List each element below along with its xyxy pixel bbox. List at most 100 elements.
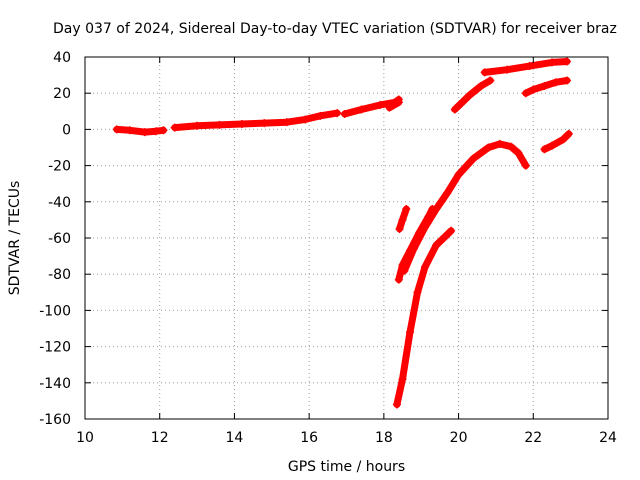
- data-point: [503, 65, 512, 74]
- data-point: [260, 119, 269, 128]
- data-point: [376, 100, 385, 109]
- data-point: [450, 105, 459, 114]
- y-tick-label: -80: [48, 267, 71, 283]
- data-point: [547, 141, 556, 150]
- data-point: [316, 111, 325, 120]
- data-point: [125, 126, 134, 135]
- data-series-8: [450, 76, 495, 114]
- data-point: [392, 400, 401, 409]
- y-tick-label: 0: [62, 122, 71, 138]
- data-series-1: [170, 109, 342, 132]
- x-tick-label: 24: [599, 430, 617, 446]
- series-band: [451, 77, 494, 113]
- grid-lines: [85, 57, 608, 419]
- data-point: [112, 125, 121, 134]
- data-point: [443, 188, 452, 197]
- x-tick-label: 22: [524, 430, 542, 446]
- data-point: [525, 62, 534, 71]
- data-point: [420, 223, 429, 232]
- data-point: [547, 58, 556, 67]
- x-tick-label: 16: [300, 430, 318, 446]
- y-tick-label: -60: [48, 231, 71, 247]
- data-point: [529, 85, 538, 94]
- data-point: [420, 262, 429, 271]
- data-point: [559, 135, 568, 144]
- y-tick-label: 20: [53, 86, 71, 102]
- data-point: [562, 76, 571, 85]
- data-point: [413, 288, 422, 297]
- x-tick-label: 14: [226, 430, 244, 446]
- series-band: [522, 77, 571, 97]
- data-point: [480, 68, 489, 77]
- data-point: [394, 98, 403, 107]
- data-point: [447, 226, 456, 235]
- data-point: [521, 89, 530, 98]
- data-point: [237, 119, 246, 128]
- y-axis-label: SDTVAR / TECUs: [7, 181, 23, 296]
- data-point: [406, 328, 415, 337]
- data-point: [564, 129, 573, 138]
- y-tick-label: -20: [48, 159, 71, 175]
- data-point: [398, 215, 407, 224]
- data-point: [357, 105, 366, 114]
- data-point: [170, 123, 179, 132]
- data-point: [465, 91, 474, 100]
- data-point: [514, 148, 523, 157]
- data-point: [398, 375, 407, 384]
- data-point: [476, 81, 485, 90]
- x-tick-label: 20: [450, 430, 468, 446]
- data-point: [432, 241, 441, 250]
- y-tick-label: -40: [48, 195, 71, 211]
- y-tick-label: 40: [53, 50, 71, 66]
- data-point: [432, 205, 441, 214]
- data-point: [495, 139, 504, 148]
- data-point: [394, 275, 403, 284]
- data-point: [486, 76, 495, 85]
- data-point: [484, 143, 493, 152]
- data-series-3: [385, 98, 403, 112]
- data-point: [506, 142, 515, 151]
- x-tick-label: 12: [151, 430, 169, 446]
- data-series-10: [521, 76, 571, 98]
- series-band: [541, 130, 573, 153]
- y-tick-label: -120: [39, 340, 71, 356]
- data-point: [333, 109, 342, 118]
- data-point: [340, 110, 349, 119]
- axis-ticks: 10 12 14 16 18 20 22 24 40 20 0 -20 -40 -60 -80 -100 -12…: [39, 50, 617, 446]
- data-point: [402, 205, 411, 214]
- data-point: [215, 120, 224, 129]
- y-tick-label: -160: [39, 412, 71, 428]
- x-axis-label: GPS time / hours: [288, 459, 405, 475]
- data-series-9: [480, 57, 571, 77]
- data-point: [562, 57, 571, 66]
- data-point: [151, 127, 160, 136]
- data-point: [400, 266, 409, 275]
- data-series-6: [400, 139, 530, 275]
- data-point: [159, 126, 168, 135]
- data-point: [193, 121, 202, 130]
- chart-title: Day 037 of 2024, Sidereal Day-to-day VTE…: [53, 21, 617, 37]
- series-band: [386, 98, 403, 112]
- data-point: [551, 78, 560, 87]
- data-point: [140, 128, 149, 137]
- series-band: [400, 140, 530, 275]
- data-point: [469, 154, 478, 163]
- data-series: [112, 57, 573, 409]
- data-point: [540, 145, 549, 154]
- data-point: [454, 170, 463, 179]
- data-series-0: [112, 125, 168, 137]
- data-series-4: [395, 205, 411, 233]
- y-tick-label: -140: [39, 376, 71, 392]
- data-point: [385, 103, 394, 112]
- data-series-11: [540, 129, 573, 154]
- data-point: [521, 161, 530, 170]
- data-point: [395, 224, 404, 233]
- data-point: [540, 81, 549, 90]
- data-series-7: [392, 226, 456, 409]
- x-tick-label: 10: [76, 430, 94, 446]
- y-tick-label: -100: [39, 303, 71, 319]
- data-point: [282, 118, 291, 127]
- x-tick-label: 18: [375, 430, 393, 446]
- data-point: [409, 244, 418, 253]
